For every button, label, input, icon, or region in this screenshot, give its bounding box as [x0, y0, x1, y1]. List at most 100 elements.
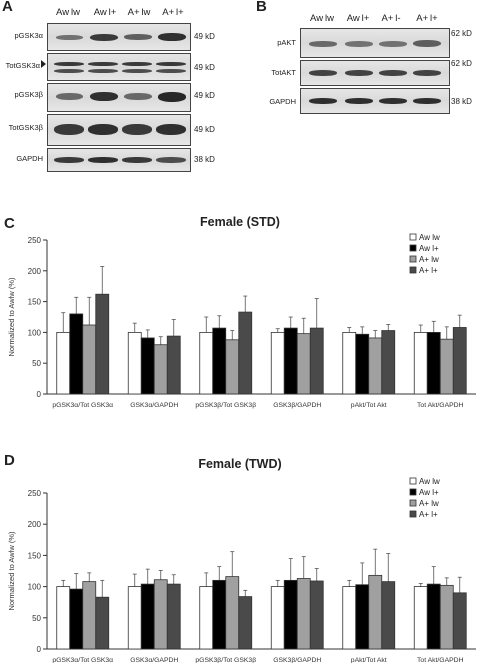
x-tick-label: pAkt/Tot Akt: [351, 402, 387, 409]
chart-title: Female (TWD): [198, 457, 281, 471]
bar: [283, 579, 298, 650]
x-tick-label: pGSK3α/Tot GSK3α: [52, 402, 113, 409]
blot-band: [122, 157, 152, 163]
blot-band: [88, 69, 118, 73]
bar: [381, 330, 396, 395]
y-tick-label: 150: [28, 551, 42, 560]
x-tick-label: pGSK3β/Tot GSK3β: [195, 402, 256, 409]
bar: [95, 596, 110, 650]
y-tick-label: 200: [28, 267, 42, 276]
bar: [212, 579, 227, 650]
bar: [309, 580, 324, 650]
bar: [452, 327, 467, 395]
blot-band: [379, 70, 407, 76]
x-tick-label: pGSK3α/Tot GSK3α: [52, 657, 113, 663]
blot-b-kd-2: 62 kD: [451, 59, 472, 68]
legend-label: Aw lw: [419, 477, 440, 486]
blot-b-strip-2: [300, 60, 450, 86]
legend-label: Aw l+: [419, 244, 439, 253]
blot-a-column-2: Aw l+: [93, 7, 117, 18]
blot-band: [309, 98, 337, 104]
blot-band: [379, 41, 407, 47]
legend-label: Aw l+: [419, 488, 439, 497]
blot-band: [122, 124, 152, 135]
chart-female-twd: Female (TWD) 0 50 100 150 200 250 Normalized to…: [7, 457, 476, 663]
blot-b-kd-3: 38 kD: [451, 97, 472, 106]
bar: [82, 324, 97, 395]
bar: [56, 586, 71, 650]
blot-a-row-label-1: pGSK3α: [14, 31, 43, 40]
bar: [368, 337, 383, 395]
blot-band: [56, 35, 83, 40]
blot-band: [88, 62, 118, 66]
bar: [238, 596, 253, 650]
y-tick-label: 100: [28, 328, 42, 337]
row-marker-arrow-icon: [41, 60, 46, 68]
y-tick-label: 250: [28, 489, 42, 498]
y-tick-label: 50: [32, 359, 41, 368]
bar: [296, 578, 311, 650]
blot-band: [56, 93, 83, 100]
bar: [413, 586, 428, 650]
bar: [413, 332, 428, 395]
blot-band: [158, 92, 186, 102]
blot-a-row-label-5: GAPDH: [16, 154, 43, 163]
legend-swatch: [409, 233, 417, 241]
y-tick-label: 0: [37, 645, 42, 654]
panel-letter-c: C: [4, 215, 15, 232]
blot-band: [156, 62, 186, 66]
bar: [127, 586, 142, 650]
x-tick-label: Tot Akt/GAPDH: [417, 402, 464, 409]
bar: [426, 583, 441, 650]
blot-band: [158, 33, 186, 41]
y-tick-label: 250: [28, 236, 42, 245]
bar: [153, 344, 168, 395]
blot-a-strip-3: [47, 83, 191, 112]
bar: [140, 583, 155, 650]
bar: [342, 332, 357, 395]
blot-band: [90, 34, 118, 41]
blot-a-column-4: A+ l+: [162, 7, 184, 18]
bar: [95, 293, 110, 395]
panel-letter-d: D: [4, 452, 15, 469]
bar: [166, 335, 181, 395]
panel-letter-a: A: [2, 0, 13, 15]
bar: [439, 338, 454, 395]
blot-a-column-3: A+ lw: [127, 7, 151, 18]
blot-a-kd-3: 49 kD: [194, 91, 215, 100]
blot-b-strip-3: [300, 88, 450, 114]
bar: [56, 332, 71, 395]
bar: [212, 327, 227, 395]
blot-band: [413, 40, 441, 47]
bar: [426, 332, 441, 395]
y-tick-label: 150: [28, 298, 42, 307]
blot-b-row-label-2: TotAKT: [271, 68, 296, 77]
blot-band: [309, 70, 337, 76]
bar: [270, 586, 285, 650]
bar: [355, 584, 370, 650]
y-axis-label: Normalized to Awlw (%): [7, 277, 16, 357]
bar: [270, 332, 285, 395]
bar: [309, 327, 324, 395]
blot-band: [54, 62, 84, 66]
blot-band: [309, 41, 337, 47]
blot-band: [90, 92, 118, 101]
x-tick-label: GSK3α/GAPDH: [130, 657, 178, 663]
x-tick-label: Tot Akt/GAPDH: [417, 657, 464, 663]
blot-a-kd-1: 49 kD: [194, 32, 215, 41]
blot-band: [379, 98, 407, 104]
blot-b-kd-1: 62 kD: [451, 29, 472, 38]
y-tick-label: 0: [37, 390, 42, 399]
blot-a-strip-1: [47, 23, 191, 51]
legend-label: A+ l+: [419, 510, 438, 519]
bar: [199, 586, 214, 650]
blot-band: [345, 98, 373, 104]
blot-a-row-label-2: TotGSK3α: [5, 61, 40, 70]
bar: [225, 576, 240, 650]
bar: [225, 339, 240, 395]
legend-swatch: [409, 488, 417, 496]
bar: [127, 332, 142, 395]
blot-band: [88, 124, 118, 135]
bar: [166, 583, 181, 650]
blot-band: [122, 62, 152, 66]
